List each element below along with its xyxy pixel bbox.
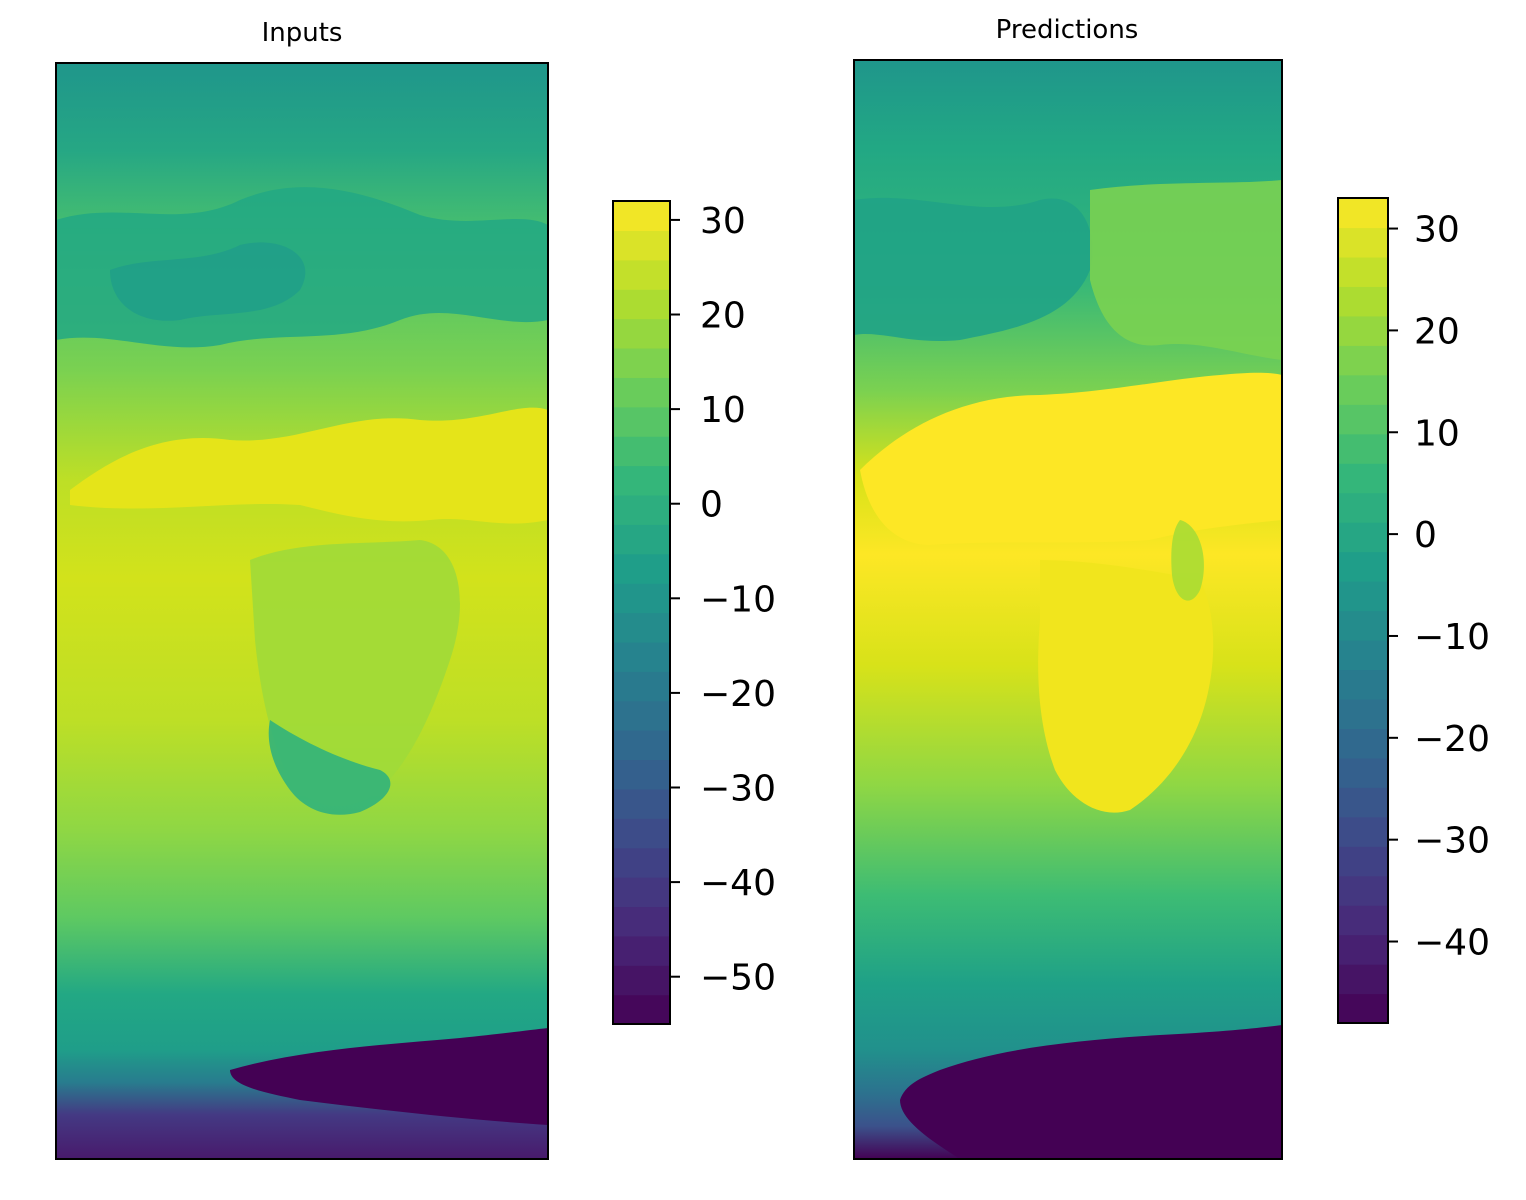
colorbar-level [1338,198,1388,229]
colorbar-level [613,671,670,702]
region-asia [1090,180,1282,360]
panel-title-inputs: Inputs [262,18,343,48]
colorbar-tick-label: −10 [700,579,776,620]
colorbar-level [1338,934,1388,965]
colorbar-level [1338,993,1388,1024]
colorbar-level [1338,757,1388,788]
colorbar-level [1338,698,1388,729]
colorbar-tick-label: 20 [1414,311,1460,352]
colorbar-level [1338,639,1388,671]
colorbar-level [613,788,670,819]
colorbar-tick-label: −40 [1414,923,1490,964]
region-sahara [860,372,1282,545]
colorbar-tick-label: 30 [1414,210,1460,251]
colorbar-frame [612,200,671,1025]
colorbar-level [1338,728,1388,759]
region-southern-africa [268,720,391,815]
colorbar-tick-label: 10 [700,390,746,431]
colorbar-tick-label: 0 [1414,515,1437,556]
colorbar-level [1338,669,1388,700]
colorbar-level [1338,286,1388,317]
colorbar-level [613,965,670,996]
colorbar-tick-label: −50 [700,958,776,999]
colorbar-tick-label: −10 [1414,617,1490,658]
colorbar-level [1338,787,1388,818]
colorbar-level [613,406,670,437]
colorbar-level [1338,964,1388,995]
heatmap-predictions-frame [853,59,1283,1160]
colorbar-level [1338,816,1388,847]
colorbar-level [613,612,670,643]
colorbar-level [613,318,670,349]
colorbar-level [613,201,670,231]
colorbar-level [1338,492,1388,523]
region-europe [854,197,1093,342]
region-rift [1171,520,1204,601]
panel-inputs: Inputs 30 20 10 0 −10 −20 −30 −40 −50 [55,18,776,1160]
colorbar-level [1338,846,1388,877]
region-europe-inner [110,242,306,321]
colorbar-tick-label: 30 [700,201,746,242]
panel-predictions: Predictions 30 20 10 0 −10 −20 −30 −40 [853,15,1490,1160]
colorbar-tick-label: 20 [700,296,746,337]
colorbar-level [613,436,670,467]
colorbar-level [613,259,670,290]
colorbar-tick-label: 10 [1414,413,1460,454]
heatmap-predictions [854,60,1282,1159]
colorbar-level [613,347,670,378]
colorbar-level [1338,345,1388,376]
colorbar-level [613,759,670,790]
region-central-africa [1038,560,1214,813]
colorbar-level [613,583,670,614]
colorbar-level [1338,875,1388,906]
heatmap-inputs-frame [55,62,549,1160]
colorbar-level [613,641,670,672]
colorbar-level [613,524,670,555]
panel-title-predictions: Predictions [996,15,1139,45]
colorbar-level [1338,227,1388,258]
colorbar-level [613,700,670,731]
colorbar-tick-label: −30 [700,769,776,810]
colorbar-level [613,877,670,908]
region-southern-cold [900,1025,1282,1159]
colorbar-level [613,553,670,584]
colorbar-level [613,377,670,408]
region-sahara [70,407,548,524]
region-southern-cold [230,1028,548,1125]
colorbar-level [1338,610,1388,641]
colorbar-level [1338,522,1388,553]
colorbar-level [1338,374,1388,405]
colorbar-level [613,465,670,496]
colorbar-level [613,818,670,849]
colorbar-level [1338,315,1388,346]
heatmap-inputs [56,63,548,1159]
colorbar-level [1338,463,1388,494]
colorbar-level [613,494,670,525]
colorbar-level [1338,404,1388,435]
colorbar-level [1338,905,1388,936]
colorbar-level [613,935,670,966]
colorbar-frame [1337,197,1389,1024]
colorbar-tick-label: −20 [700,674,776,715]
colorbar-predictions: 30 20 10 0 −10 −20 −30 −40 [1337,197,1490,1024]
colorbar-tick-label: −20 [1414,719,1490,760]
colorbar-level [613,994,670,1025]
colorbar-tick-label: 0 [700,485,723,526]
colorbar-level [613,289,670,320]
colorbar-level [1338,256,1388,287]
colorbar-level [613,906,670,937]
colorbar-level [613,847,670,878]
colorbar-inputs: 30 20 10 0 −10 −20 −30 −40 −50 [612,200,776,1025]
colorbar-level [1338,433,1388,464]
colorbar-level [1338,581,1388,612]
colorbar-level [1338,551,1388,582]
colorbar-level [613,230,670,261]
colorbar-tick-label: −30 [1414,821,1490,862]
colorbar-level [613,730,670,761]
colorbar-tick-label: −40 [700,863,776,904]
